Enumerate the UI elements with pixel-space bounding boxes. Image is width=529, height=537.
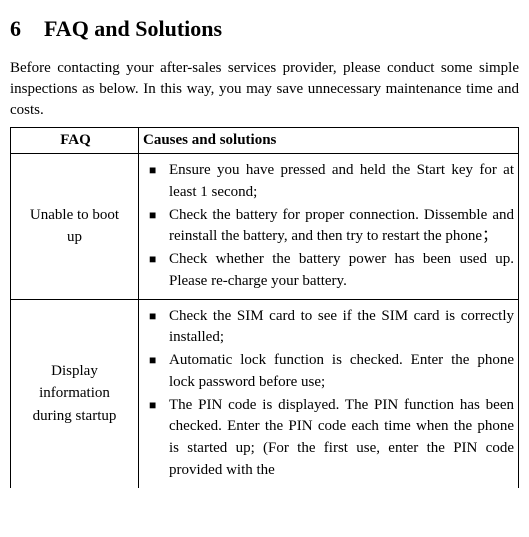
list-item: Automatic lock function is checked. Ente… [147, 350, 514, 394]
faq-cell: Display information during startup [11, 299, 139, 488]
heading-number: 6 [10, 16, 44, 42]
faq-text-line: Display [51, 363, 98, 379]
solutions-list: Check the SIM card to see if the SIM car… [141, 306, 516, 482]
faq-text-line: information [39, 385, 110, 401]
list-item: Check the battery for proper connection.… [147, 205, 514, 249]
heading-title: FAQ and Solutions [44, 16, 222, 41]
list-item: Check the SIM card to see if the SIM car… [147, 306, 514, 350]
header-causes: Causes and solutions [139, 128, 519, 154]
table-row: Display information during startup Check… [11, 299, 519, 488]
list-item: The PIN code is displayed. The PIN funct… [147, 395, 514, 482]
solutions-list: Ensure you have pressed and held the Sta… [141, 160, 516, 293]
solutions-cell: Check the SIM card to see if the SIM car… [139, 299, 519, 488]
table-header-row: FAQ Causes and solutions [11, 128, 519, 154]
intro-paragraph: Before contacting your after-sales servi… [10, 58, 519, 121]
section-heading: 6FAQ and Solutions [10, 16, 519, 42]
faq-text-line: during startup [33, 408, 117, 424]
faq-table: FAQ Causes and solutions Unable to boot … [10, 127, 519, 488]
faq-text-line: up [67, 229, 82, 245]
faq-cell: Unable to boot up [11, 154, 139, 300]
header-faq: FAQ [11, 128, 139, 154]
solutions-cell: Ensure you have pressed and held the Sta… [139, 154, 519, 300]
list-item: Check whether the battery power has been… [147, 249, 514, 293]
faq-text-line: Unable to boot [30, 207, 119, 223]
table-row: Unable to boot up Ensure you have presse… [11, 154, 519, 300]
list-item: Ensure you have pressed and held the Sta… [147, 160, 514, 204]
